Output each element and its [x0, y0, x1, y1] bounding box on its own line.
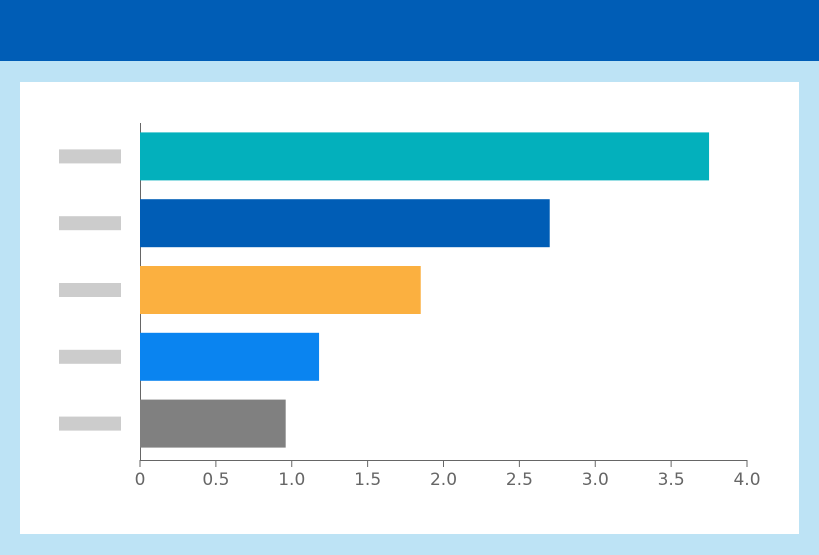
label-placeholder: [59, 216, 121, 231]
bar: [140, 199, 550, 248]
bar: [140, 132, 710, 181]
bar: [140, 399, 286, 448]
x-tick-label: 2.0: [430, 470, 457, 490]
x-tick-label: 0.5: [202, 470, 229, 490]
label-placeholder: [59, 283, 121, 297]
label-placeholder: [59, 416, 121, 431]
bar: [140, 332, 320, 381]
x-tick-label: 3.5: [658, 470, 685, 490]
x-tick-label: 1.5: [354, 470, 381, 490]
x-tick-label: 0: [135, 470, 146, 490]
label-placeholder: [59, 149, 121, 164]
x-tick-label: 4.0: [733, 470, 760, 490]
x-tick-label: 2.5: [506, 470, 533, 490]
label-placeholder: [59, 349, 121, 364]
bar: [140, 266, 421, 314]
header-bar: [0, 0, 819, 61]
x-tick-label: 3.0: [582, 470, 609, 490]
x-tick-label: 1.0: [278, 470, 305, 490]
